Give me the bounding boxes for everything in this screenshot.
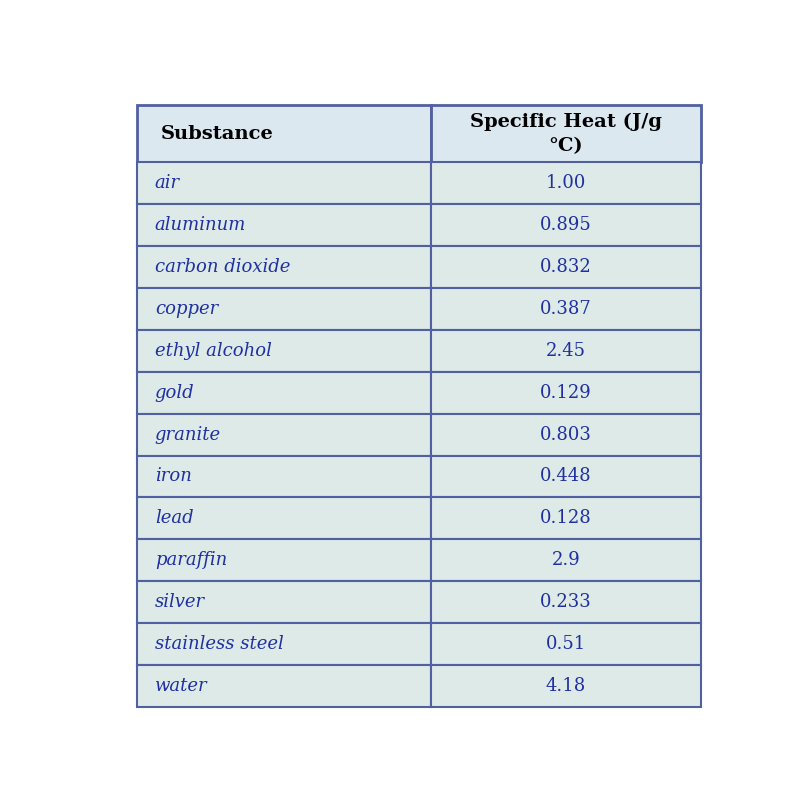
Bar: [430, 456, 702, 497]
Text: carbon dioxide: carbon dioxide: [155, 258, 290, 276]
Text: iron: iron: [155, 468, 192, 485]
Bar: [138, 413, 430, 456]
Bar: [138, 204, 430, 246]
Bar: [430, 539, 702, 582]
Bar: [430, 163, 702, 204]
Bar: [138, 539, 430, 582]
Text: 0.448: 0.448: [540, 468, 592, 485]
Text: granite: granite: [155, 425, 221, 444]
Text: 0.51: 0.51: [546, 635, 586, 653]
Text: lead: lead: [155, 509, 194, 527]
Bar: [138, 246, 430, 288]
Bar: [138, 372, 430, 413]
Text: water: water: [155, 677, 207, 694]
Text: copper: copper: [155, 300, 218, 318]
Text: 0.233: 0.233: [540, 593, 592, 611]
Text: 0.387: 0.387: [540, 300, 592, 318]
Bar: [430, 288, 702, 330]
Bar: [430, 372, 702, 413]
Bar: [138, 582, 430, 623]
Text: 0.803: 0.803: [540, 425, 592, 444]
Bar: [138, 456, 430, 497]
Bar: [430, 623, 702, 665]
Text: paraffin: paraffin: [155, 551, 227, 570]
Bar: [430, 582, 702, 623]
Bar: [430, 204, 702, 246]
Text: 4.18: 4.18: [546, 677, 586, 694]
Text: 2.45: 2.45: [546, 342, 586, 360]
Bar: [430, 330, 702, 372]
Text: gold: gold: [155, 384, 194, 402]
Text: 0.832: 0.832: [540, 258, 592, 276]
Text: 0.895: 0.895: [540, 216, 592, 235]
Text: stainless steel: stainless steel: [155, 635, 283, 653]
Bar: [430, 497, 702, 539]
Text: Specific Heat (J/g
°C): Specific Heat (J/g °C): [470, 113, 662, 155]
Text: air: air: [155, 175, 180, 192]
Text: Substance: Substance: [161, 125, 274, 143]
Bar: [138, 497, 430, 539]
Text: 0.128: 0.128: [540, 509, 592, 527]
Bar: [430, 665, 702, 706]
Bar: [430, 246, 702, 288]
Bar: [430, 413, 702, 456]
Text: 0.129: 0.129: [540, 384, 592, 402]
Text: aluminum: aluminum: [155, 216, 246, 235]
Bar: [138, 330, 430, 372]
Bar: [138, 623, 430, 665]
Bar: [138, 288, 430, 330]
Text: ethyl alcohol: ethyl alcohol: [155, 342, 272, 360]
Bar: [138, 106, 430, 163]
Text: silver: silver: [155, 593, 205, 611]
Text: 1.00: 1.00: [546, 175, 586, 192]
Text: 2.9: 2.9: [552, 551, 580, 570]
Bar: [138, 665, 430, 706]
Bar: [430, 106, 702, 163]
Bar: [138, 163, 430, 204]
